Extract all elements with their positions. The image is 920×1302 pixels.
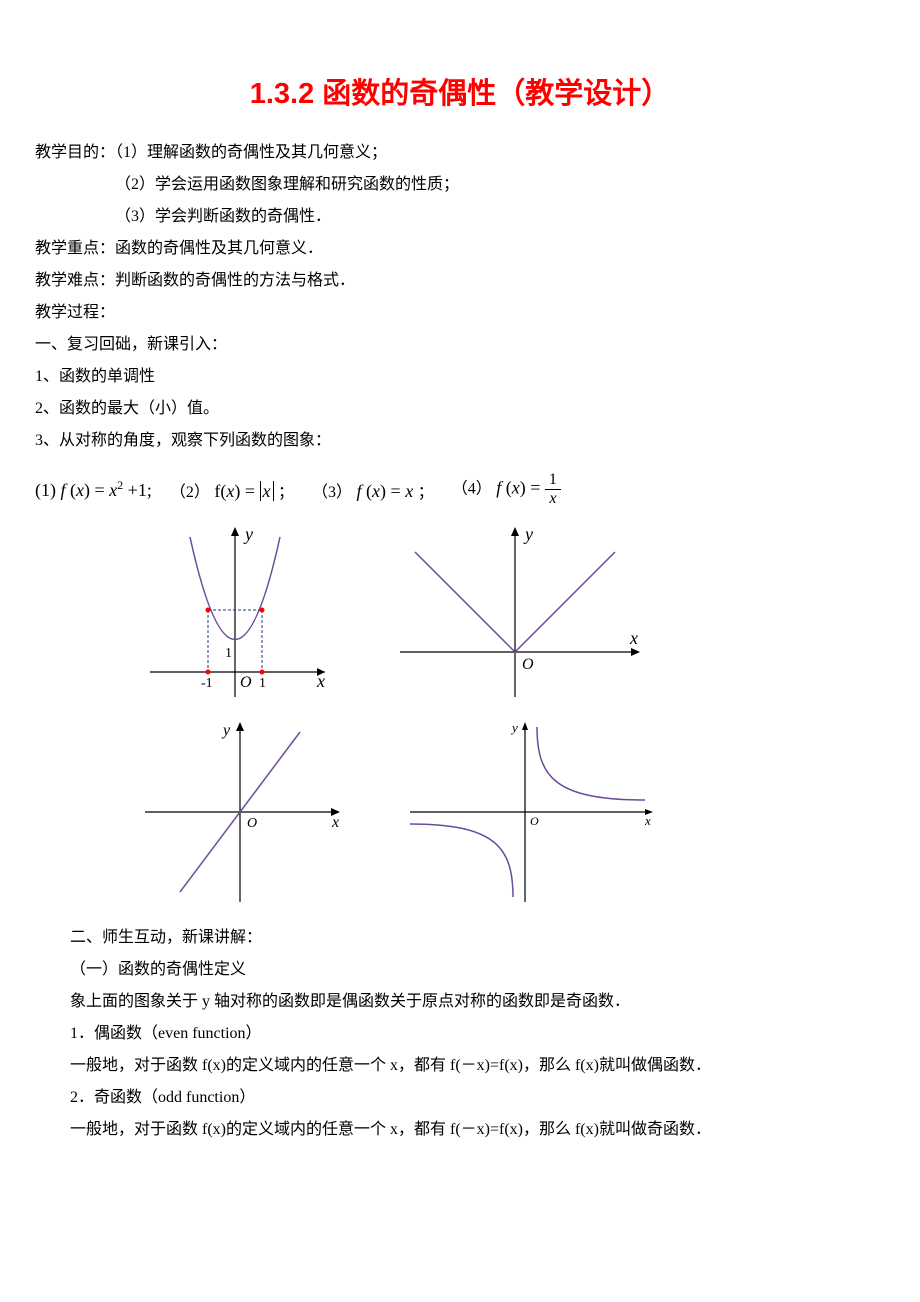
svg-text:y: y [243, 524, 253, 544]
svg-text:x: x [644, 813, 651, 828]
section-2-title: 二、师生互动，新课讲解： [35, 922, 885, 954]
formula-3-prefix: （3） [312, 484, 352, 501]
svg-text:1: 1 [225, 646, 232, 661]
formula-2-prefix: （2） [170, 484, 210, 501]
objective-3: （3）学会判断函数的奇偶性． [35, 201, 885, 233]
section-2-p1: 象上面的图象关于 y 轴对称的函数即是偶函数关于原点对称的函数即是奇函数． [35, 986, 885, 1018]
graphs-row-1: y x O 1 -1 1 y x O [35, 522, 885, 702]
objective-2: （2）学会运用函数图象理解和研究函数的性质； [35, 169, 885, 201]
section-1-title: 一、复习回础，新课引入： [35, 329, 885, 361]
section-1-item-3: 3、从对称的角度，观察下列函数的图象： [35, 425, 885, 457]
formula-1: (1) f (x) = x2 +1; [35, 478, 152, 501]
svg-text:x: x [316, 671, 325, 691]
graph-abs: y x O [395, 522, 645, 702]
document-title: 1.3.2 函数的奇偶性（教学设计） [35, 70, 885, 112]
objectives-label: 教学目的： [35, 144, 115, 161]
graphs-row-2: y x O y x O [35, 717, 885, 907]
svg-text:1: 1 [259, 676, 266, 691]
formula-row: (1) f (x) = x2 +1; （2） f(x) = x ； （3） f … [35, 472, 885, 507]
difficulty: 教学难点：判断函数的奇偶性的方法与格式． [35, 265, 885, 297]
svg-text:-1: -1 [201, 676, 213, 691]
section-2-h1: 1．偶函数（even function） [35, 1018, 885, 1050]
objective-1: （1）理解函数的奇偶性及其几何意义； [115, 144, 387, 161]
svg-text:y: y [510, 720, 518, 735]
svg-text:O: O [522, 656, 534, 673]
svg-text:O: O [530, 814, 539, 828]
section-2-p3: 一般地，对于函数 f(x)的定义域内的任意一个 x，都有 f(－x)=f(x)，… [35, 1114, 885, 1146]
section-1-item-2: 2、函数的最大（小）值。 [35, 393, 885, 425]
formula-4-prefix: （4） [452, 481, 492, 498]
graph-line: y x O [135, 717, 345, 907]
svg-text:y: y [221, 722, 231, 739]
svg-text:O: O [240, 674, 252, 691]
formula-2: （2） f(x) = x ； [170, 478, 294, 502]
formula-3: （3） f (x) = x ； [312, 478, 434, 502]
svg-text:x: x [629, 628, 638, 648]
formula-1-prefix: (1) [35, 480, 56, 500]
key-point: 教学重点：函数的奇偶性及其几何意义． [35, 233, 885, 265]
svg-text:y: y [523, 524, 533, 544]
formula-4: （4） f (x) = 1x [452, 472, 561, 507]
section-1-item-1: 1、函数的单调性 [35, 361, 885, 393]
section-2-p2: 一般地，对于函数 f(x)的定义域内的任意一个 x，都有 f(－x)=f(x)，… [35, 1050, 885, 1082]
svg-text:O: O [247, 816, 257, 831]
section-2-sub1: （一）函数的奇偶性定义 [35, 954, 885, 986]
graph-parabola: y x O 1 -1 1 [135, 522, 335, 702]
svg-text:x: x [331, 814, 339, 831]
objectives-line: 教学目的：（1）理解函数的奇偶性及其几何意义； [35, 137, 885, 169]
section-2-h2: 2．奇函数（odd function） [35, 1082, 885, 1114]
process-label: 教学过程： [35, 297, 885, 329]
graph-reciprocal: y x O [405, 717, 655, 907]
